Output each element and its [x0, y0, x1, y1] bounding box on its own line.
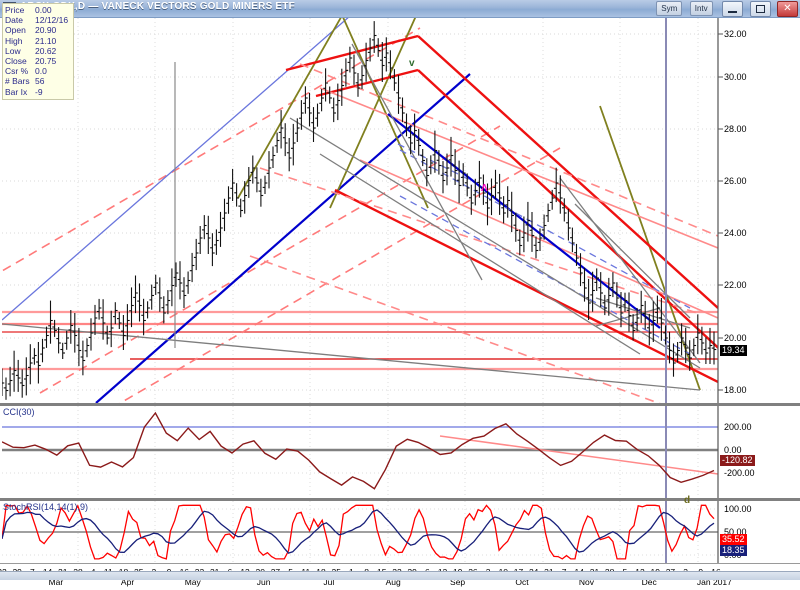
- title-bar: ARCX:GDX,D — VANECK VECTORS GOLD MINERS …: [0, 0, 800, 18]
- readout-row: Csr % 0.0: [5, 66, 71, 76]
- readout-row: Bar Ix -9: [5, 87, 71, 97]
- red-dashed-descending-channel: [249, 63, 718, 403]
- cci-tick-neg200: -200.00: [724, 468, 755, 478]
- readout-value: 20.75: [35, 56, 57, 67]
- cci-value-tag: -120.82: [720, 455, 755, 466]
- maximize-button[interactable]: [749, 1, 771, 17]
- cci-gridlines: [2, 406, 718, 498]
- readout-value: 56: [35, 76, 45, 87]
- minimize-button[interactable]: [722, 1, 744, 17]
- price-tick-18: 18.00: [724, 385, 747, 395]
- red-dashed-rising-channel: [2, 27, 561, 403]
- cci-plot: [2, 406, 719, 498]
- readout-row: Low 20.62: [5, 46, 71, 56]
- red-light-descending-lines: [319, 87, 718, 319]
- readout-value: 12/12/16: [35, 15, 69, 26]
- readout-value: 20.62: [35, 45, 57, 56]
- stochrsi-d-line: [2, 509, 715, 554]
- readout-row: Price 0.00: [5, 5, 71, 15]
- cci-panel[interactable]: CCI(30) 200.00 0.00 -200.00 -120.82 d: [0, 406, 800, 498]
- stochrsi-gridlines: [2, 501, 718, 563]
- readout-key: Bar Ix: [5, 86, 28, 97]
- price-tick-20: 20.00: [724, 333, 747, 343]
- cci-d-label: d: [684, 495, 691, 506]
- gray-trendlines: [2, 43, 701, 391]
- panel-separator-1: [0, 403, 800, 406]
- window-title: ARCX:GDX,D — VANECK VECTORS GOLD MINERS …: [20, 1, 295, 12]
- maximize-icon: [755, 5, 765, 13]
- price-tick-28: 28.00: [724, 124, 747, 134]
- readout-key: Price: [5, 5, 25, 15]
- last-price-tag: 19.34: [720, 345, 747, 356]
- olive-trendlines: [237, 18, 701, 391]
- price-tick-30: 30.00: [724, 72, 747, 82]
- panel-separator-2: [0, 498, 800, 501]
- chart-frame: 32.00 30.00 28.00 26.00 24.00 22.00 20.0…: [0, 18, 800, 590]
- stochrsi-tick-50: 50.00: [724, 527, 747, 537]
- cci-indicator-label: CCI(30): [3, 407, 35, 417]
- stochrsi-k-line: [2, 504, 715, 560]
- readout-value: 0.00: [35, 5, 52, 15]
- readout-key: # Bars: [5, 76, 30, 87]
- readout-row: Close 20.75: [5, 56, 71, 66]
- readout-key: Close: [5, 56, 27, 67]
- readout-key: High: [5, 35, 23, 46]
- readout-row: Date 12/12/16: [5, 15, 71, 25]
- stochrsi-panel[interactable]: StochRSI(14,14(1),9) 100.00 50.00 0.00 3…: [0, 501, 800, 563]
- readout-value: -9: [35, 86, 43, 97]
- price-tick-26: 26.00: [724, 176, 747, 186]
- price-tick-32: 32.00: [724, 29, 747, 39]
- interval-button[interactable]: Intv: [689, 1, 713, 16]
- status-bar: [0, 571, 800, 580]
- stochrsi-k-tag: 35.52: [720, 534, 747, 545]
- price-tick-22: 22.00: [724, 280, 747, 290]
- cci-line: [2, 411, 715, 490]
- readout-key: Csr %: [5, 66, 29, 77]
- minimize-icon: [728, 11, 738, 13]
- ohlc-bars: [2, 21, 717, 400]
- cci-tick-0: 0.00: [724, 445, 742, 455]
- support-resistance-lines: [2, 310, 718, 371]
- magenta-lambda-marker: Λ: [481, 183, 488, 194]
- close-button[interactable]: ✕: [777, 1, 798, 17]
- data-readout-panel: Price 0.00 Date 12/12/16 Open 20.90 High 21.10 L…: [2, 3, 74, 100]
- stochrsi-plot: [2, 501, 719, 563]
- price-panel[interactable]: 32.00 30.00 28.00 26.00 24.00 22.00 20.0…: [0, 18, 800, 403]
- stochrsi-tick-100: 100.00: [724, 504, 752, 514]
- readout-value: 21.10: [35, 35, 57, 46]
- cci-tick-200: 200.00: [724, 422, 752, 432]
- title-bar-buttons: Sym Intv ✕: [656, 1, 798, 17]
- stochrsi-d-tag: 18.35: [720, 545, 747, 556]
- close-icon: ✕: [783, 3, 792, 14]
- readout-value: 0.0: [35, 66, 47, 77]
- price-plot: [2, 18, 723, 403]
- stochrsi-indicator-label: StochRSI(14,14(1),9): [3, 502, 89, 512]
- price-vgridlines: [77, 18, 699, 403]
- price-axis-ticks: [718, 33, 723, 391]
- readout-key: Low: [5, 45, 21, 56]
- readout-row: # Bars 56: [5, 76, 71, 86]
- readout-value: 20.90: [35, 25, 57, 36]
- price-tick-24: 24.00: [724, 228, 747, 238]
- readout-key: Date: [5, 15, 23, 26]
- price-gridlines: [2, 33, 718, 391]
- green-v-marker: v: [409, 58, 415, 69]
- readout-row: High 21.10: [5, 36, 71, 46]
- readout-row: Open 20.90: [5, 25, 71, 35]
- symbol-button[interactable]: Sym: [656, 1, 683, 16]
- readout-key: Open: [5, 25, 26, 36]
